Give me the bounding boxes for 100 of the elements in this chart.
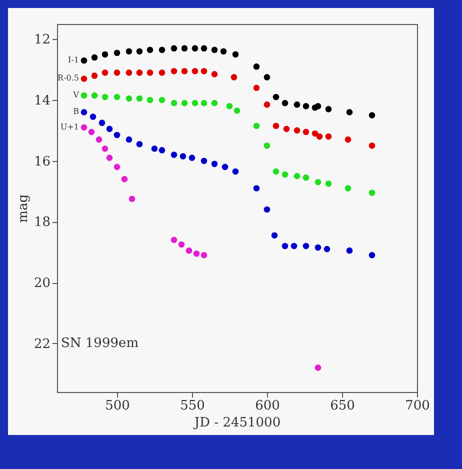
point xyxy=(170,152,178,158)
point xyxy=(102,94,108,100)
point xyxy=(102,70,108,76)
point xyxy=(271,232,278,239)
point xyxy=(211,100,218,106)
point xyxy=(211,160,218,168)
point xyxy=(106,154,113,161)
x-tick-label: 650 xyxy=(330,398,355,414)
point xyxy=(181,68,188,74)
series-label: I-1 xyxy=(68,55,79,64)
point xyxy=(314,102,322,110)
point xyxy=(200,68,208,74)
point xyxy=(264,74,270,80)
point xyxy=(200,100,208,106)
point xyxy=(91,92,98,99)
point xyxy=(158,96,166,104)
point xyxy=(136,140,143,148)
y-tick-label: 12 xyxy=(34,32,50,48)
point xyxy=(222,164,228,170)
x-tick-label: 550 xyxy=(180,398,205,414)
point xyxy=(180,153,186,160)
point xyxy=(211,46,218,54)
point xyxy=(325,180,332,187)
point xyxy=(151,146,158,152)
point xyxy=(98,120,106,126)
point xyxy=(272,168,280,175)
point xyxy=(114,50,120,56)
point xyxy=(170,45,178,52)
point xyxy=(146,46,154,54)
point xyxy=(91,54,98,61)
point xyxy=(226,102,233,110)
point xyxy=(158,70,166,76)
point xyxy=(230,74,238,80)
point xyxy=(294,101,300,108)
point xyxy=(294,172,300,180)
point xyxy=(253,84,260,92)
point xyxy=(126,48,132,55)
point xyxy=(200,252,208,258)
point xyxy=(324,246,330,252)
point xyxy=(325,133,332,140)
point xyxy=(302,102,310,110)
point xyxy=(188,154,196,161)
point xyxy=(253,122,260,130)
point xyxy=(186,247,192,254)
y-tick-label: 16 xyxy=(34,154,50,170)
point xyxy=(90,114,96,120)
y-tick-label: 22 xyxy=(34,336,50,352)
point xyxy=(264,101,270,108)
point xyxy=(232,168,239,175)
point xyxy=(282,171,288,178)
point xyxy=(346,109,353,116)
point xyxy=(170,68,178,74)
x-tick-label: 500 xyxy=(105,398,130,414)
point xyxy=(316,133,323,140)
point xyxy=(200,45,208,52)
point xyxy=(158,147,166,154)
point xyxy=(170,236,178,244)
point xyxy=(192,100,198,106)
point xyxy=(314,244,322,251)
point xyxy=(106,126,113,132)
point xyxy=(136,70,143,76)
point xyxy=(282,242,288,250)
point xyxy=(136,95,143,102)
point xyxy=(126,95,132,102)
point xyxy=(253,185,260,192)
point xyxy=(344,136,352,143)
point xyxy=(80,57,88,64)
point xyxy=(282,100,288,106)
point xyxy=(368,252,376,258)
y-axis-title: mag xyxy=(16,194,31,223)
point xyxy=(80,76,88,82)
point xyxy=(80,92,88,99)
point xyxy=(102,146,108,152)
point xyxy=(80,109,88,116)
point xyxy=(181,45,188,52)
point xyxy=(114,94,120,100)
point xyxy=(312,130,318,137)
point xyxy=(178,241,185,248)
point xyxy=(126,70,132,76)
point xyxy=(121,176,128,182)
series-label: R-0.5 xyxy=(58,74,79,83)
point xyxy=(102,51,108,58)
point xyxy=(88,128,95,136)
point xyxy=(272,122,280,130)
point xyxy=(283,126,290,132)
point xyxy=(91,72,98,79)
point xyxy=(114,132,120,138)
x-tick-label: 600 xyxy=(255,398,280,414)
series-label: V xyxy=(72,90,80,100)
point xyxy=(170,100,178,106)
point xyxy=(146,70,154,76)
point xyxy=(314,364,322,371)
point xyxy=(290,242,298,250)
point xyxy=(193,250,200,257)
point xyxy=(126,136,132,143)
point xyxy=(234,108,240,114)
annotation: SN 1999em xyxy=(61,336,139,351)
point xyxy=(211,71,218,78)
point xyxy=(96,136,102,143)
point xyxy=(344,185,352,192)
